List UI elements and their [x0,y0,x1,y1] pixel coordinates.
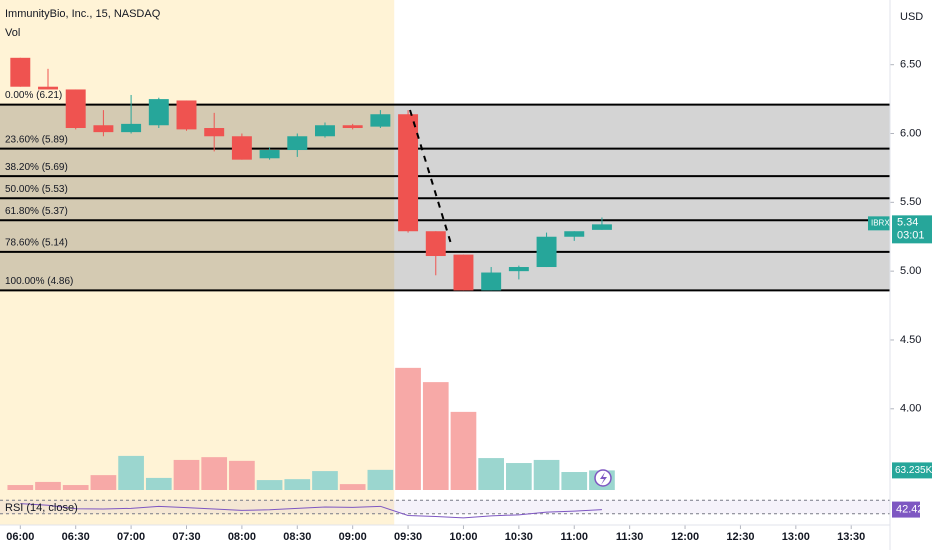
candle-body [259,150,280,159]
candle-body [38,86,58,90]
volume-bar [478,458,505,490]
price-countdown: 03:01 [897,229,925,241]
candle-body [93,125,114,133]
volume-bar [395,367,421,490]
volume-title: Vol [5,27,20,39]
y-tick-label: 5.50 [900,196,921,208]
x-tick-label: 08:30 [283,531,311,543]
candle-body [591,224,612,230]
rsi-title: RSI (14, close) [5,502,78,514]
x-tick-label: 12:30 [726,531,754,543]
volume-bar [173,459,200,490]
volume-tag [892,462,932,479]
price-tag [892,215,932,244]
fib-label: 38.20% (5.69) [5,162,68,173]
candle-body [370,114,391,127]
volume-bar [256,480,283,490]
fib-label: 61.80% (5.37) [5,206,68,217]
candle-body [564,231,585,237]
price-symbol: IBRX [871,218,890,227]
rsi-value: 42.42 [896,503,924,515]
y-tick-label: 6.00 [900,127,921,139]
candle-body [10,57,31,87]
x-tick-label: 07:30 [172,531,200,543]
candle-body [231,136,252,160]
event-bolt [600,472,607,485]
candle-body [508,267,529,272]
x-tick-label: 11:30 [616,531,644,543]
candle-body [176,100,197,130]
candle-body [342,125,363,129]
x-tick-label: 11:00 [560,531,588,543]
volume-bar [35,481,61,490]
candle-body [121,123,142,133]
backgrounds: 0.00% (6.21) 23.60% (5.89) 38.20% (5.69) 50… [0,0,890,525]
volume-bar [506,463,532,490]
rsi-band-bg [0,500,890,514]
x-tick-label: 08:00 [228,531,256,543]
candle-body [398,114,419,232]
candle-body [536,236,557,268]
symbol-tag [868,216,890,231]
volume-bar [90,475,117,490]
volume-bar [7,485,34,490]
fib-label: 78.60% (5.14) [5,238,68,249]
chart-title: ImmunityBio, Inc., 15, NASDAQ [5,8,161,20]
x-tick-label: 10:30 [505,531,533,543]
volume-bar [284,479,311,490]
candle-body [65,89,86,129]
candle-body [204,128,225,137]
candle-body [453,254,474,291]
volume-bar [339,484,366,490]
premarket-shade [0,0,395,525]
fib-label: 100.00% (4.86) [5,276,73,287]
x-tick-label: 06:00 [6,531,34,543]
x-tick-label: 09:00 [339,531,367,543]
volume-bar [533,459,560,490]
fib-label: 50.00% (5.53) [5,184,68,195]
volume-bar [450,411,477,490]
volume-value: 63.235K [895,465,932,476]
volume-bar [561,472,588,490]
rsi-tag [892,501,920,518]
x-tick-label: 13:30 [837,531,865,543]
candle-body [148,99,169,126]
volume-bar [367,469,394,490]
volume-bar [422,382,449,490]
candle-body [425,231,446,257]
volume-bar [229,460,255,490]
x-tick-label: 12:00 [671,531,699,543]
volume-bar [312,471,338,490]
volume-bar [201,457,228,490]
fib-label: 23.60% (5.89) [5,134,68,145]
x-tick-label: 13:00 [782,531,810,543]
volume-bar [118,455,144,490]
x-tick-label: 09:30 [394,531,422,543]
candle-body [481,272,502,291]
volume-bar [62,485,89,490]
candle-body [315,125,335,137]
currency: USD [900,11,923,23]
x-tick-label: 06:30 [62,531,90,543]
x-tick-label: 07:00 [117,531,145,543]
volume-bar [145,477,172,490]
y-tick-label: 4.50 [900,334,921,346]
price-value: 5.34 [897,216,918,228]
x-tick-label: 10:00 [449,531,477,543]
y-tick-label: 5.00 [900,265,921,277]
y-tick-label: 4.00 [900,403,921,415]
fib-label: 0.00% (6.21) [5,90,62,101]
rsi-line [20,503,602,519]
y-tick-label: 6.50 [900,59,921,71]
candle-body [287,136,308,151]
